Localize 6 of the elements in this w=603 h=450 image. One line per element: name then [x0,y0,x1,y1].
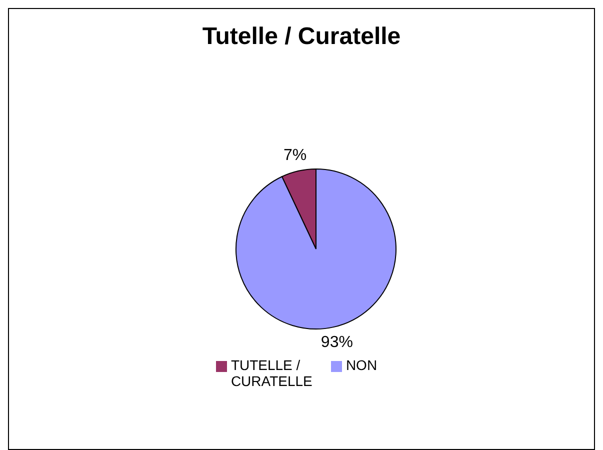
legend-label: TUTELLE / CURATELLE [230,357,314,389]
legend-label: NON [346,357,378,373]
data-label: 93% [320,334,353,352]
chart-title: Tutelle / Curatelle [201,23,402,51]
pie-slice [236,168,396,330]
data-label: 7% [283,146,307,164]
